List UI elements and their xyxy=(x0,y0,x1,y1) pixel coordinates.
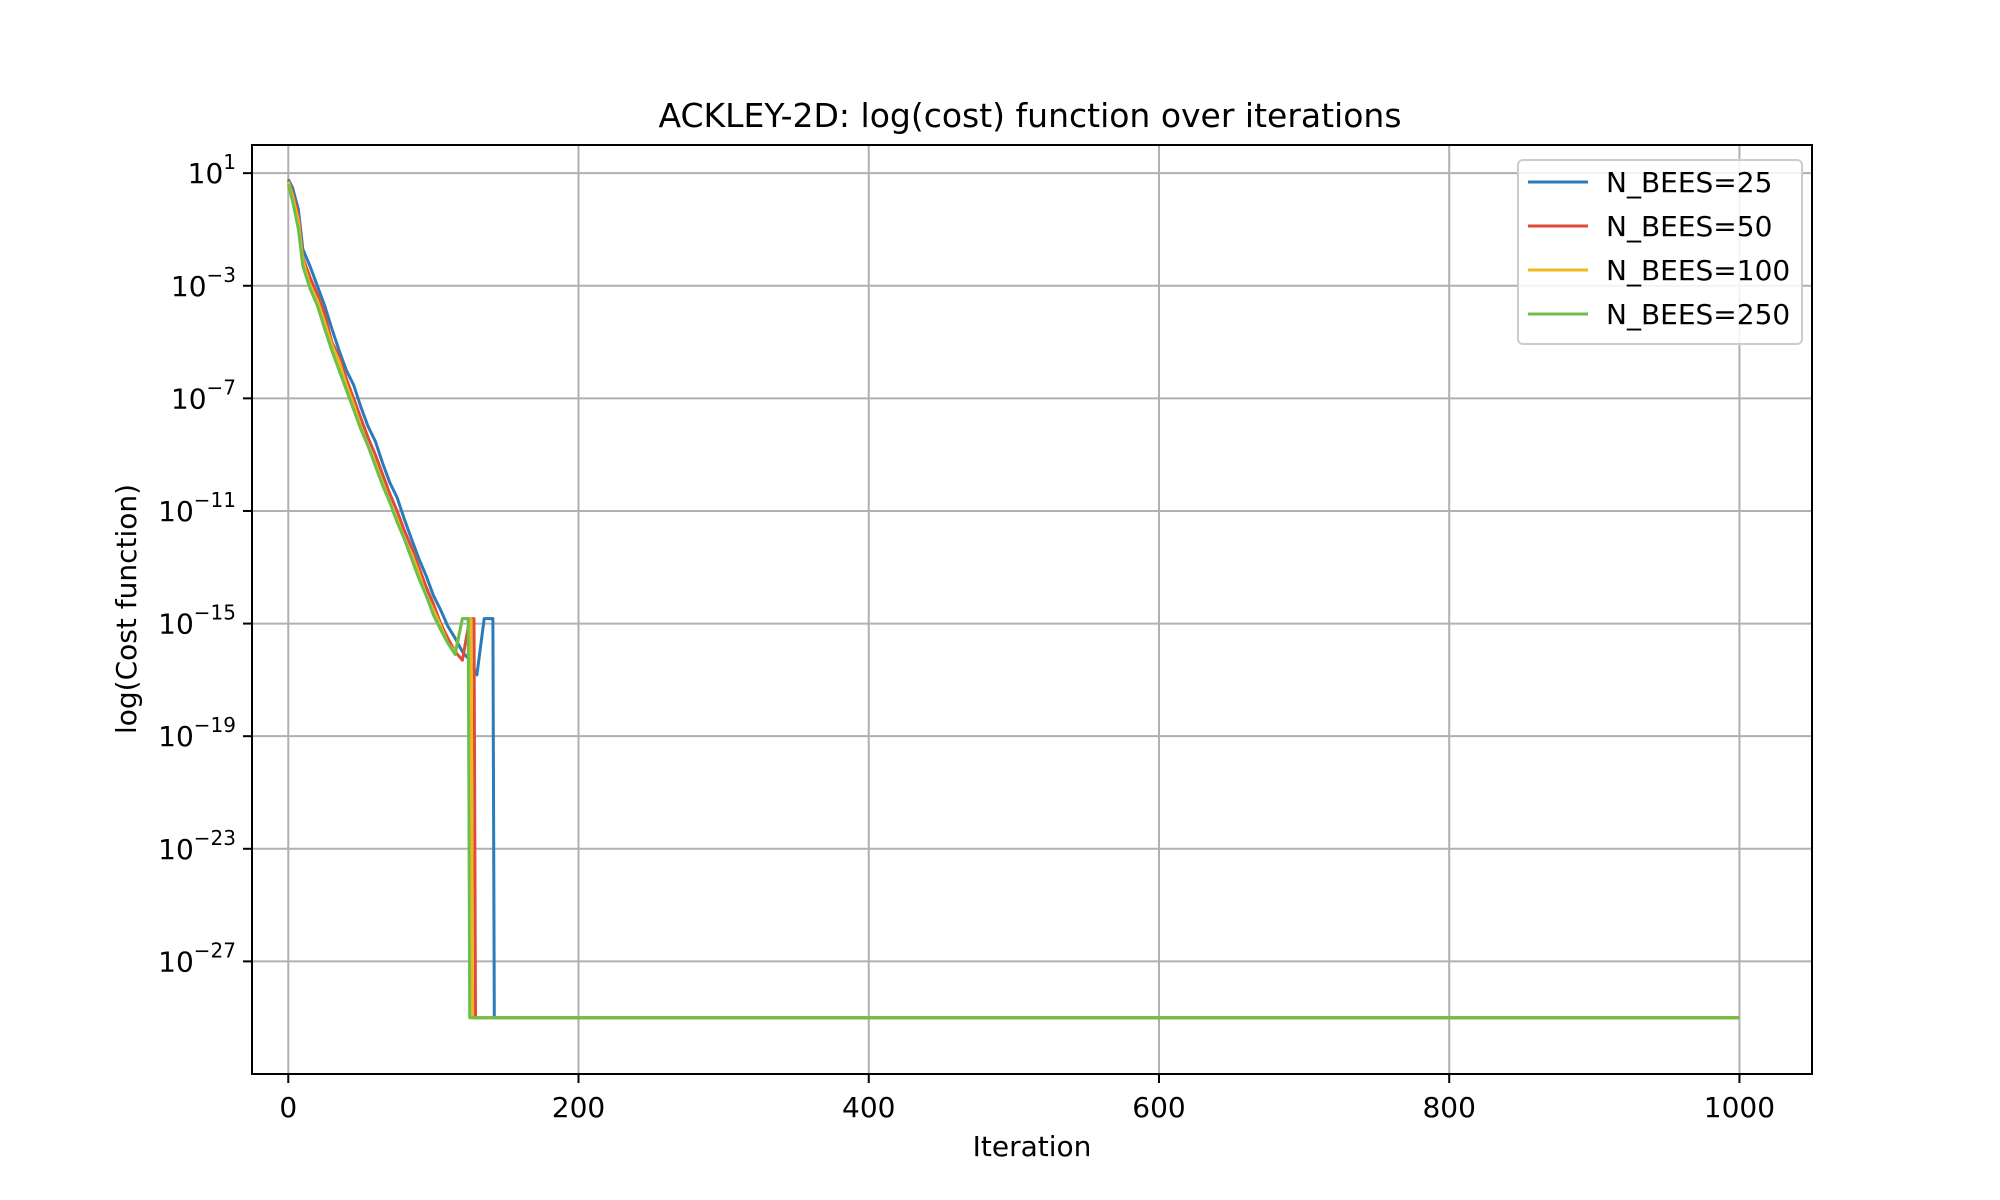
y-tick-label: 10−23 xyxy=(158,826,236,866)
y-tick-exponent: −3 xyxy=(207,263,236,287)
x-tick-label: 800 xyxy=(1422,1091,1475,1124)
x-tick-label: 600 xyxy=(1132,1091,1185,1124)
y-tick-exponent: −15 xyxy=(194,601,236,625)
y-tick-base: 10 xyxy=(158,495,194,528)
y-tick-base: 10 xyxy=(158,720,194,753)
x-axis: 0 200 400 600 800 1000 xyxy=(279,1074,1775,1124)
x-tick-label: 1000 xyxy=(1704,1091,1775,1124)
x-tick-label: 200 xyxy=(552,1091,605,1124)
legend-label: N_BEES=100 xyxy=(1606,254,1790,287)
series-layer xyxy=(286,178,1740,1020)
y-tick-label: 10−11 xyxy=(158,488,236,528)
y-tick-exponent: −11 xyxy=(194,488,236,512)
x-axis-label: Iteration xyxy=(973,1130,1092,1163)
y-tick-base: 10 xyxy=(158,945,194,978)
y-tick-label: 101 xyxy=(188,150,236,190)
y-tick-exponent: −7 xyxy=(207,375,236,399)
legend-label: N_BEES=50 xyxy=(1606,210,1772,243)
y-tick-exponent: −27 xyxy=(194,938,236,962)
y-axis-label: log(Cost function) xyxy=(110,484,143,734)
legend-box xyxy=(1517,159,1803,345)
y-tick-label: 10−7 xyxy=(171,375,236,415)
legend: N_BEES=25 N_BEES=50 N_BEES=100 N_BEES=250 xyxy=(1517,159,1803,345)
legend-label: N_BEES=250 xyxy=(1606,298,1790,331)
y-tick-label: 10−3 xyxy=(171,263,236,303)
y-tick-exponent: −23 xyxy=(194,826,236,850)
y-tick-base: 10 xyxy=(158,833,194,866)
y-tick-base: 10 xyxy=(188,157,224,190)
legend-label: N_BEES=25 xyxy=(1606,166,1772,199)
chart-title: ACKLEY-2D: log(cost) function over itera… xyxy=(658,96,1401,135)
y-tick-exponent: −19 xyxy=(194,713,236,737)
y-tick-base: 10 xyxy=(171,270,207,303)
series-line-4 xyxy=(286,184,1740,1020)
y-tick-label: 10−15 xyxy=(158,601,236,641)
x-tick-label: 400 xyxy=(842,1091,895,1124)
y-tick-label: 10−19 xyxy=(158,713,236,753)
y-tick-base: 10 xyxy=(171,382,207,415)
y-tick-label: 10−27 xyxy=(158,938,236,978)
plot-frame xyxy=(251,144,1813,1075)
x-tick-label: 0 xyxy=(279,1091,297,1124)
y-tick-base: 10 xyxy=(158,608,194,641)
y-tick-exponent: 1 xyxy=(223,150,236,174)
